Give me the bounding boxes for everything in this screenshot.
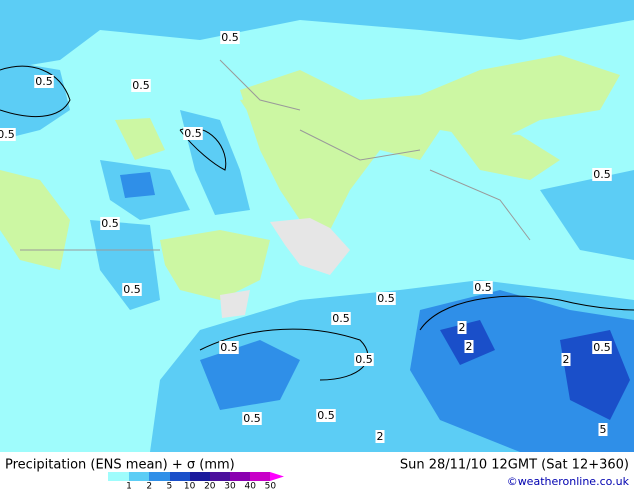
colorbar-label: 50 <box>265 482 277 491</box>
contour-label-bg <box>376 292 396 305</box>
contour-label: 0.5 <box>377 292 395 305</box>
precip-moderate <box>120 172 155 198</box>
colorbar-swatch <box>230 472 250 481</box>
contour-line <box>419 295 634 331</box>
contour-label-bg <box>100 217 120 230</box>
precip-light <box>0 0 634 70</box>
colorbar-swatch <box>210 472 230 481</box>
contour-label: 0.5 <box>184 127 202 140</box>
contour-label-bg <box>592 168 612 181</box>
contour-label: 0.5 <box>355 353 373 366</box>
dry-region <box>450 130 560 180</box>
contour-label: 0.5 <box>474 281 492 294</box>
contour-label-bg <box>316 409 336 422</box>
contour-label: 2 <box>563 353 570 366</box>
colorbar <box>108 472 284 481</box>
contour-label: 0.5 <box>243 412 261 425</box>
footer <box>0 452 634 490</box>
colorbar-label: 10 <box>184 482 196 491</box>
contour-labels: 0.5 0.5 0.5 0.5 0.5 0.5 0.5 0.5 0.5 0.5 0.5 0.5 0.5 0… <box>0 31 612 443</box>
colorbar-label: 1 <box>126 482 132 491</box>
contour-label: 0.5 <box>593 341 611 354</box>
contour-label: 0.5 <box>132 79 150 92</box>
contour-label: 0.5 <box>593 168 611 181</box>
precip-light <box>540 170 634 260</box>
country-border <box>20 59 531 251</box>
contour-label-bg <box>131 79 151 92</box>
contour-label-bg <box>183 127 203 140</box>
contour-label-bg <box>354 353 374 366</box>
contour-label: 2 <box>466 340 473 353</box>
no-data-region <box>220 290 250 318</box>
contour-label-bg <box>220 31 240 44</box>
dry-region <box>160 230 270 300</box>
colorbar-swatch <box>250 472 270 481</box>
contour-label-bg <box>122 283 142 296</box>
contour-label: 0.5 <box>317 409 335 422</box>
contour-line <box>0 65 71 118</box>
contour-label-bg <box>598 423 608 436</box>
contour-label: 0.5 <box>101 217 119 230</box>
dry-region <box>115 118 165 160</box>
contour-label-bg <box>473 281 493 294</box>
no-data-region <box>270 218 350 275</box>
colorbar-labels: 1 2 5 10 20 30 40 50 <box>126 482 277 492</box>
contour-label: 0.5 <box>220 341 238 354</box>
contour-label-bg <box>219 341 239 354</box>
dry-region <box>240 95 300 130</box>
contour-label-bg <box>34 75 54 88</box>
valid-time: Sun 28/11/10 12GMT (Sat 12+360) <box>400 458 629 473</box>
contour-label: 0.5 <box>35 75 53 88</box>
contour-label-bg <box>592 341 612 354</box>
map <box>0 0 634 452</box>
contour-line <box>199 328 369 381</box>
contour-label-bg <box>331 312 351 325</box>
colorbar-swatch <box>129 472 149 481</box>
credit: ©weatheronline.co.uk <box>507 475 630 488</box>
colorbar-swatch <box>149 472 170 481</box>
colorbar-label: 5 <box>167 482 173 491</box>
colorbar-swatch <box>170 472 190 481</box>
contour-label: 0.5 <box>0 128 15 141</box>
contour-label-bg <box>464 340 474 353</box>
contour-label: 2 <box>377 430 384 443</box>
colorbar-label: 2 <box>146 482 152 491</box>
contour-label: 0.5 <box>123 283 141 296</box>
contour-label-bg <box>375 430 385 443</box>
dry-region <box>0 170 70 270</box>
contour-label-bg <box>561 353 571 366</box>
precip-moderate <box>200 340 300 410</box>
contour-label-bg <box>242 412 262 425</box>
colorbar-label: 40 <box>244 482 256 491</box>
colorbar-arrow <box>270 472 284 481</box>
colorbar-swatch <box>108 472 129 481</box>
contour-label: 0.5 <box>332 312 350 325</box>
map-title: Precipitation (ENS mean) + σ (mm) <box>5 458 235 473</box>
colorbar-label: 20 <box>204 482 216 491</box>
precip-heavy <box>560 330 630 420</box>
precip-light <box>90 220 160 310</box>
contour-label: 5 <box>600 423 607 436</box>
contour-label: 0.5 <box>221 31 239 44</box>
contour-label-bg <box>457 321 467 334</box>
contour-label-bg <box>0 128 16 141</box>
contour-label: 2 <box>459 321 466 334</box>
colorbar-label: 30 <box>224 482 236 491</box>
dry-region <box>240 55 620 230</box>
colorbar-swatch <box>190 472 210 481</box>
